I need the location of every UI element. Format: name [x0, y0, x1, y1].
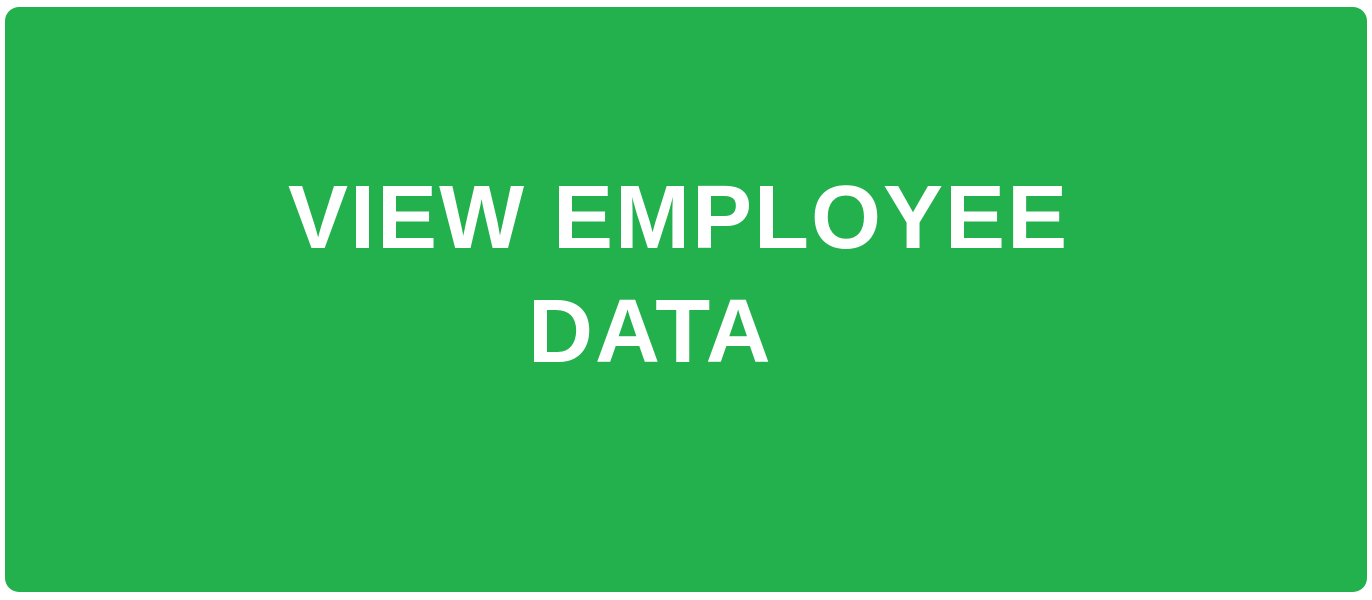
view-employee-data-button[interactable]: VIEW EMPLOYEE DATA: [5, 7, 1367, 592]
button-label-line-2: DATA: [528, 282, 773, 382]
button-label-line-1: VIEW EMPLOYEE: [288, 168, 1070, 268]
